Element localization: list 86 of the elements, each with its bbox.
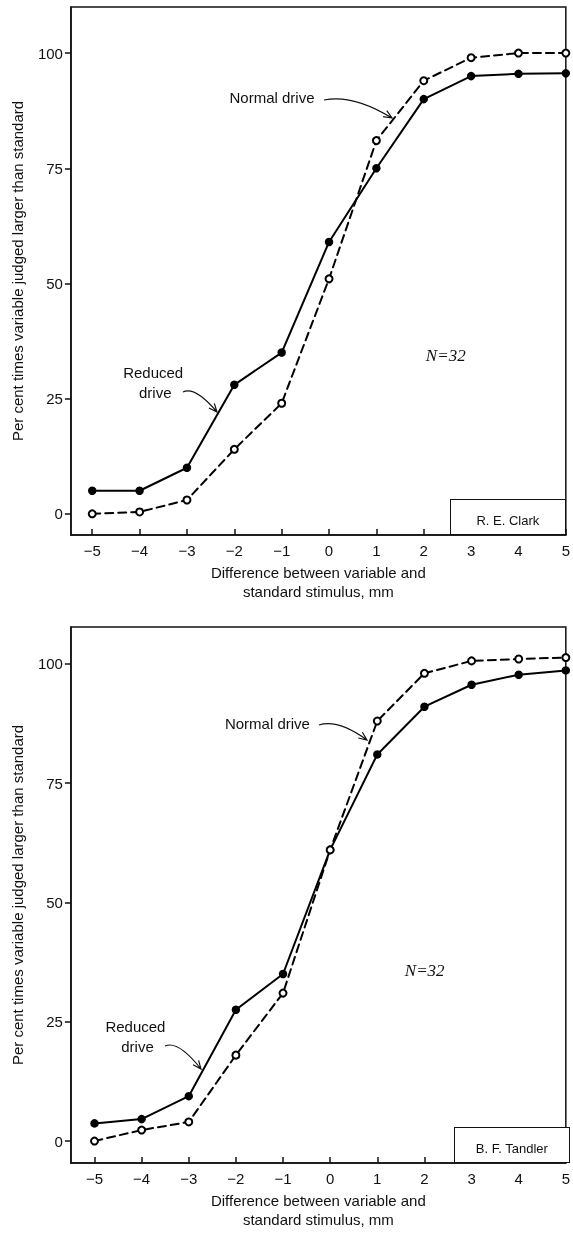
point [87,509,97,519]
annotation: N=32 [424,345,467,365]
y-axis-title: Per cent times variable judged larger than standard [9,100,26,442]
x-tick-label: 1 [372,542,381,559]
y-tick-label: 75 [46,774,63,792]
x-tick-label: −3 [178,542,196,559]
x-tick-label: 2 [419,542,428,559]
annotation: Reduced drive [105,1017,170,1055]
point [514,654,524,664]
point [561,48,571,58]
point [371,136,381,146]
point [561,666,571,675]
y-tick-label: 0 [54,1132,63,1150]
x-tick-label: −1 [274,1170,292,1187]
caption-box: B. F. Tandler [453,1127,570,1163]
point [561,69,571,78]
point [419,94,428,104]
point [90,1119,99,1128]
x-axis-title: Difference between variable and standard stimulus, mm [210,563,426,600]
y-tick-label: 50 [46,893,63,911]
point [184,1091,194,1101]
x-tick-label: −2 [225,542,243,559]
point [135,507,145,517]
point [466,53,476,63]
point [373,750,382,759]
point [372,716,382,726]
y-tick-label: 25 [46,1013,63,1031]
y-tick-label: 75 [46,159,63,177]
point [137,1125,147,1135]
annotation: Normal drive [224,714,310,732]
point [137,1114,146,1124]
point [277,348,286,357]
x-tick-label: 3 [467,1170,476,1187]
point [514,670,523,679]
x-tick-label: 4 [514,542,523,559]
x-tick-label: 5 [561,1170,570,1187]
point [229,444,239,454]
y-tick-label: 25 [46,390,63,408]
x-tick-label: 0 [325,1170,335,1187]
point [419,76,429,86]
x-tick-label: −4 [133,1170,151,1187]
y-tick-label: 0 [54,505,63,523]
point [372,164,381,173]
y-tick-label: 50 [46,274,63,292]
point [467,680,476,689]
point [231,1050,241,1060]
annotation: Reduced drive [123,363,188,401]
point [90,1136,99,1146]
point [230,380,239,390]
point [514,69,523,79]
y-tick-label: 100 [37,655,63,673]
point [324,237,334,247]
x-tick-label: 1 [373,1170,382,1187]
x-tick-label: 5 [561,542,570,559]
point [88,486,97,496]
x-tick-label: 2 [420,1170,429,1187]
point [419,668,429,678]
caption-box: R. E. Clark [449,499,566,535]
point [278,969,288,979]
annotation: Normal drive [229,89,315,107]
annotation: N=32 [403,960,446,980]
point [278,988,288,998]
point [561,653,571,663]
point [182,463,192,472]
point [277,398,287,408]
x-tick-label: −3 [180,1170,198,1187]
x-tick-label: 4 [514,1170,523,1187]
x-tick-label: −5 [85,1170,104,1187]
x-tick-label: 0 [324,542,334,559]
point [324,274,334,284]
point [135,486,144,496]
y-tick-label: 100 [37,44,63,62]
point [467,656,477,666]
point [513,48,523,58]
point [184,1117,194,1127]
x-tick-label: −2 [227,1170,245,1187]
point [466,71,476,81]
x-axis-title: Difference between variable and standard stimulus, mm [210,1191,426,1228]
point [420,702,429,711]
point [231,1005,241,1015]
x-tick-label: −1 [273,542,291,559]
y-axis-title: Per cent times variable judged larger than standard [9,724,26,1066]
x-tick-label: −4 [131,542,149,559]
x-tick-label: 3 [466,542,476,559]
x-tick-label: −5 [83,542,101,559]
point [182,495,192,505]
